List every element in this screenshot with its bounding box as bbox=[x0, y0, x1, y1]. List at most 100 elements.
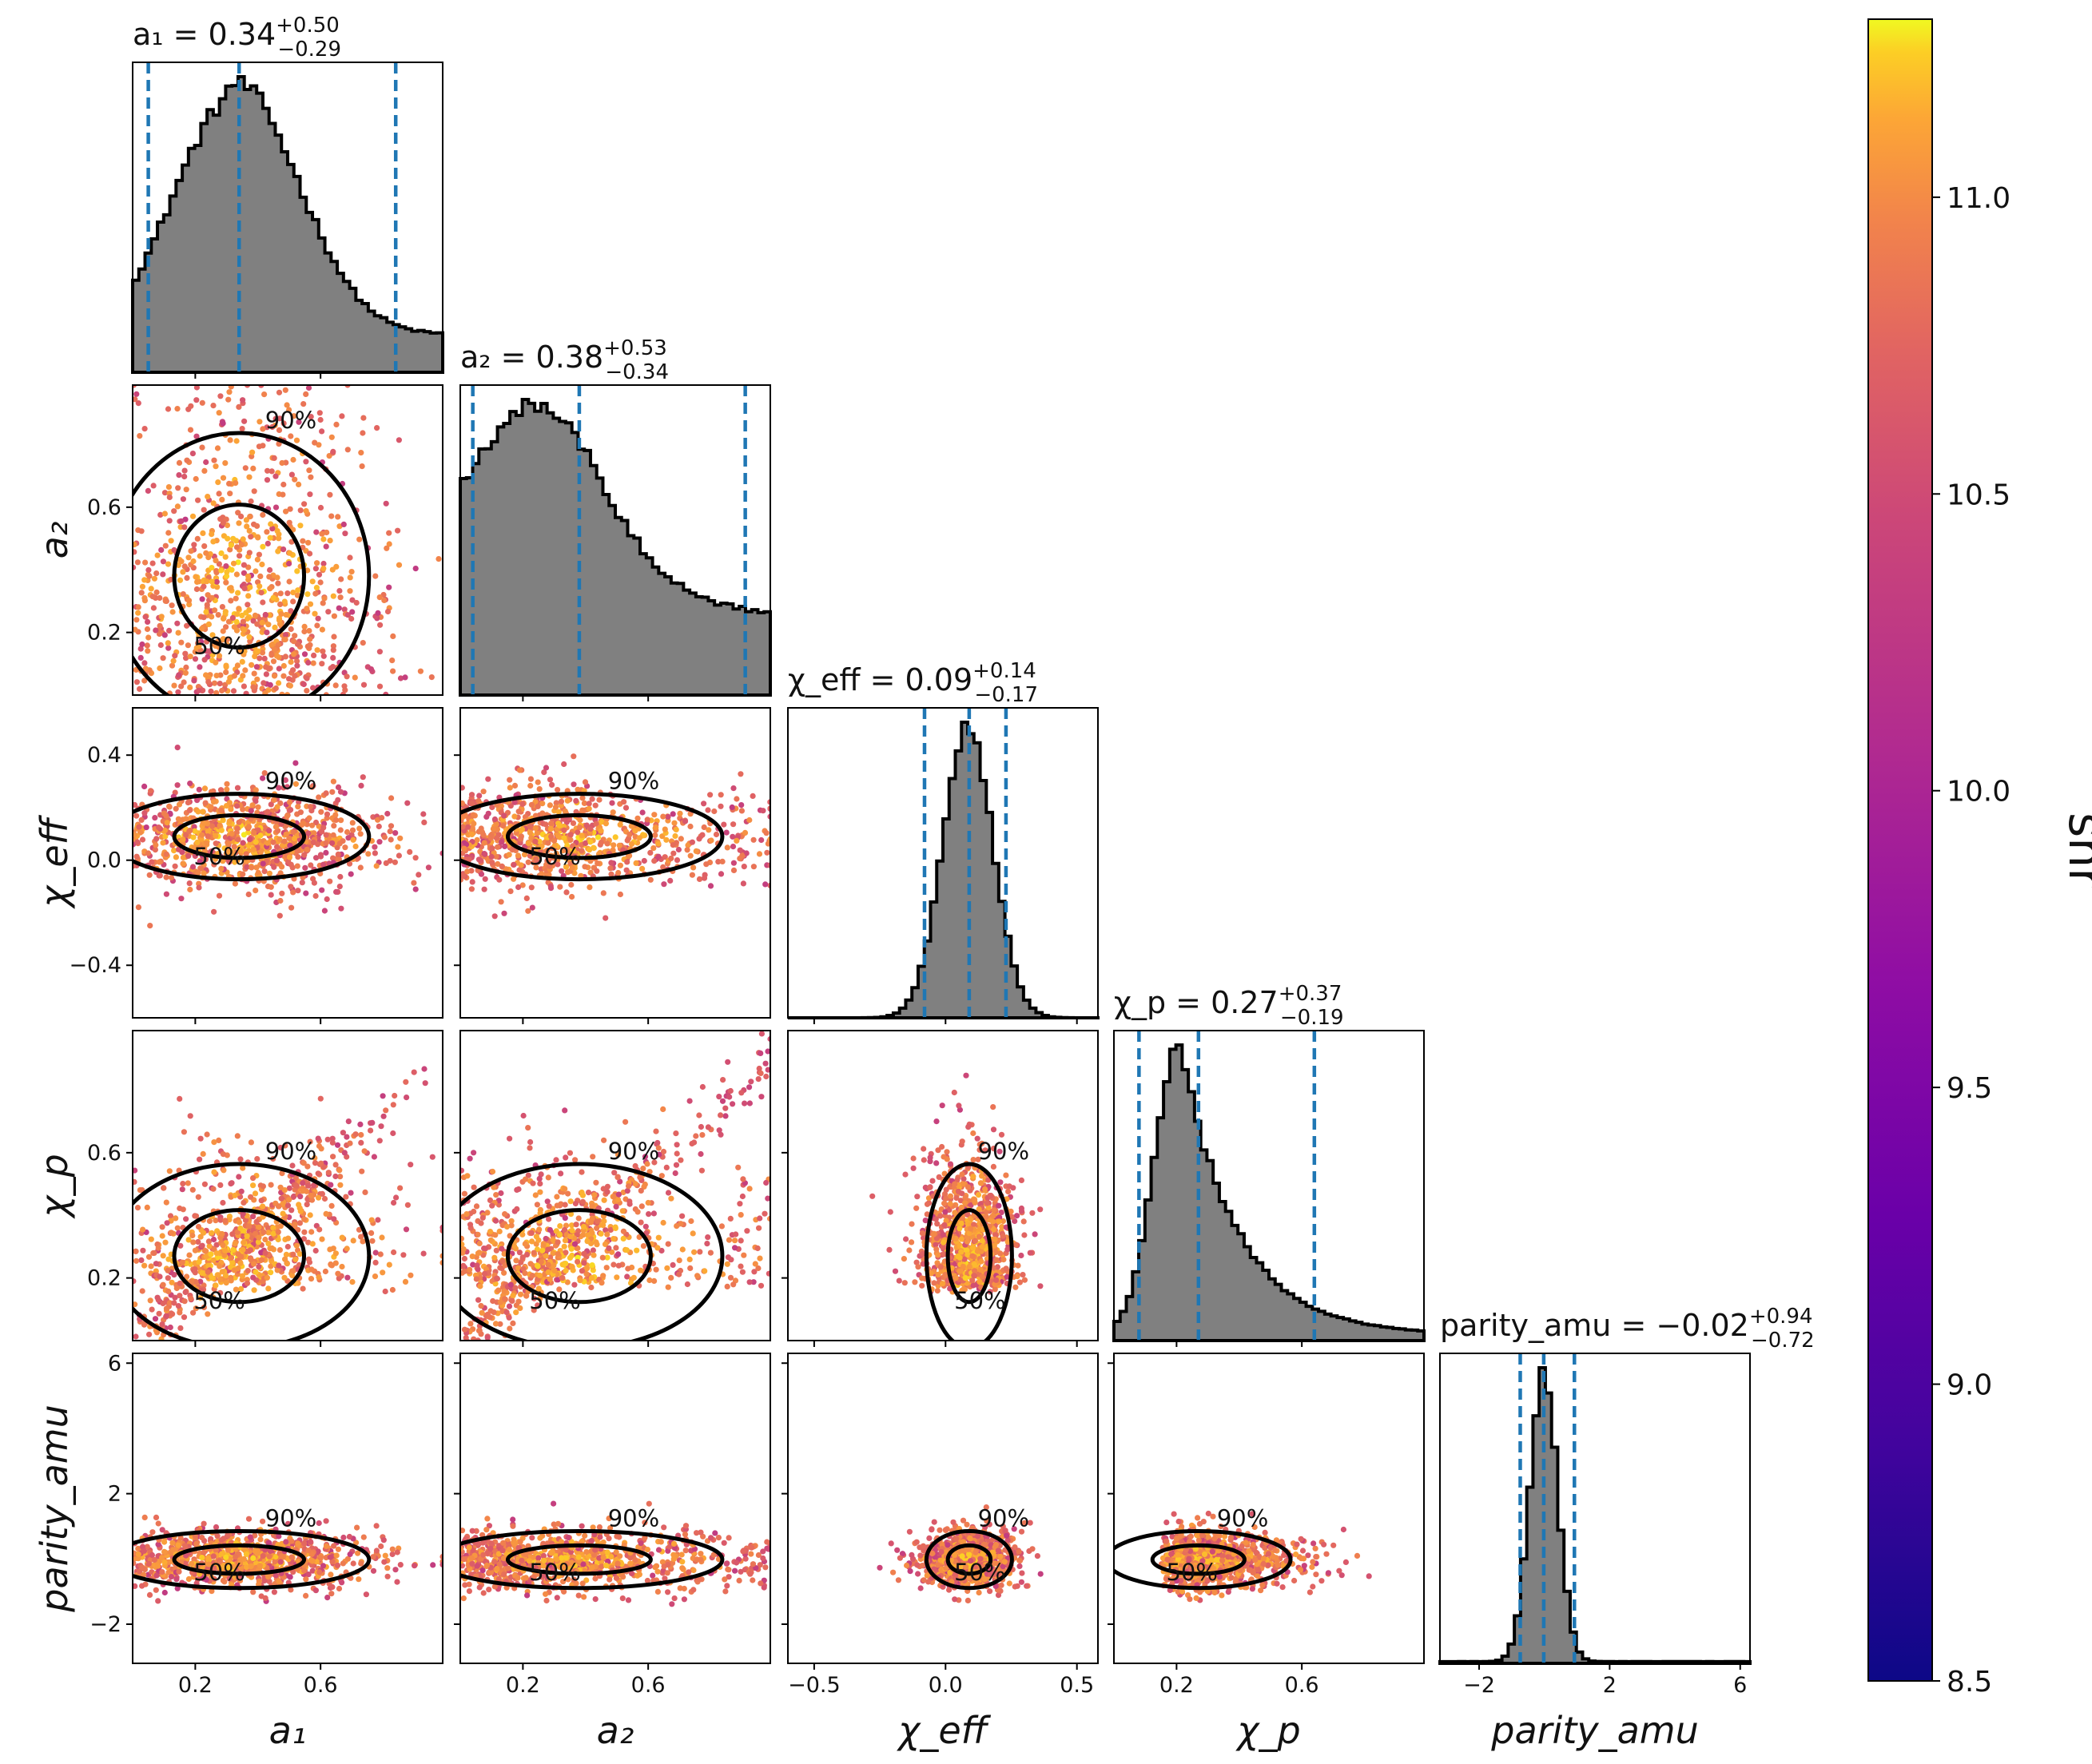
sample-point bbox=[464, 1173, 471, 1179]
sample-point bbox=[265, 1230, 272, 1236]
sample-point bbox=[165, 484, 172, 491]
sample-point bbox=[732, 1238, 738, 1244]
sample-point bbox=[265, 1241, 272, 1247]
sample-point bbox=[571, 781, 577, 788]
sample-point bbox=[204, 1131, 210, 1138]
sample-point bbox=[244, 1233, 250, 1239]
sample-point bbox=[587, 1219, 595, 1226]
sample-point bbox=[489, 804, 495, 811]
sample-point bbox=[174, 503, 181, 510]
sample-point bbox=[169, 609, 176, 615]
sample-point bbox=[161, 1185, 167, 1191]
sample-point bbox=[589, 1211, 595, 1218]
sample-point bbox=[202, 1248, 209, 1254]
sample-point bbox=[241, 1239, 247, 1246]
sample-point bbox=[213, 832, 219, 839]
sample-point bbox=[161, 632, 168, 638]
sample-point bbox=[595, 1218, 601, 1225]
sample-point bbox=[334, 1142, 341, 1148]
sample-point bbox=[679, 1246, 686, 1253]
sample-point bbox=[349, 827, 356, 833]
sample-point bbox=[330, 832, 336, 838]
sample-point bbox=[192, 656, 199, 662]
sample-point bbox=[750, 793, 756, 800]
sample-point bbox=[730, 821, 737, 828]
sample-point bbox=[149, 859, 155, 865]
sample-point bbox=[480, 789, 487, 795]
sample-point bbox=[240, 673, 246, 679]
sample-point bbox=[658, 1173, 665, 1179]
sample-point bbox=[579, 832, 585, 839]
panel-title-a_2: a₂ = 0.38+0.53 −0.34 bbox=[460, 336, 669, 384]
sample-point bbox=[728, 1257, 734, 1263]
sample-point bbox=[501, 812, 507, 819]
sample-point bbox=[533, 1234, 540, 1240]
sample-point bbox=[251, 670, 257, 677]
sample-point bbox=[541, 769, 547, 776]
sample-point bbox=[545, 1174, 551, 1181]
sample-point bbox=[305, 1182, 312, 1189]
sample-point bbox=[621, 799, 627, 805]
sample-point bbox=[204, 602, 210, 608]
sample-point bbox=[739, 852, 746, 859]
sample-point bbox=[511, 813, 518, 820]
sample-point bbox=[165, 561, 172, 567]
sample-point bbox=[469, 826, 476, 832]
sample-point bbox=[173, 1215, 179, 1222]
sample-point bbox=[300, 1188, 306, 1194]
sample-point bbox=[531, 1307, 537, 1313]
sample-point bbox=[563, 889, 570, 896]
sample-point bbox=[347, 588, 353, 594]
sample-point bbox=[268, 642, 275, 648]
sample-point bbox=[350, 1238, 356, 1244]
sample-point bbox=[316, 1226, 323, 1233]
sample-point bbox=[506, 852, 512, 858]
sample-point bbox=[654, 1139, 661, 1146]
sample-point bbox=[210, 500, 217, 507]
sample-point bbox=[335, 851, 341, 857]
sample-point bbox=[356, 1226, 363, 1233]
sample-point bbox=[514, 1186, 520, 1193]
sample-point bbox=[261, 655, 268, 662]
sample-point bbox=[311, 1182, 317, 1189]
sample-point bbox=[274, 1267, 280, 1273]
sample-point bbox=[189, 1232, 196, 1239]
sample-point bbox=[301, 852, 308, 858]
sample-point bbox=[292, 1222, 298, 1228]
contour-label-50: 50% bbox=[529, 1287, 580, 1314]
sample-point bbox=[392, 830, 399, 836]
sample-point bbox=[162, 1239, 169, 1246]
sample-point bbox=[372, 850, 378, 856]
sample-point bbox=[241, 648, 248, 654]
sample-point bbox=[266, 574, 272, 580]
contour-90 bbox=[460, 792, 725, 882]
sample-point bbox=[910, 1155, 917, 1162]
sample-point bbox=[500, 823, 507, 829]
sample-point bbox=[698, 1150, 704, 1158]
sample-point bbox=[477, 848, 483, 855]
sample-point bbox=[467, 1222, 474, 1228]
sample-point bbox=[324, 811, 331, 817]
sample-point bbox=[497, 1321, 503, 1327]
sample-point bbox=[595, 860, 601, 867]
sample-point bbox=[181, 563, 188, 570]
sample-point bbox=[219, 1269, 225, 1275]
sample-point bbox=[547, 777, 554, 783]
sample-point bbox=[221, 1167, 227, 1174]
sample-point bbox=[249, 802, 256, 808]
sample-point bbox=[755, 1076, 762, 1083]
sample-point bbox=[661, 881, 667, 888]
sample-point bbox=[217, 1289, 224, 1296]
sample-point bbox=[184, 457, 190, 463]
sample-point bbox=[330, 778, 336, 785]
sample-point bbox=[522, 1241, 528, 1247]
sample-point bbox=[163, 812, 169, 819]
sample-point bbox=[140, 1226, 146, 1233]
sample-point bbox=[475, 1297, 482, 1303]
sample-point bbox=[708, 837, 714, 844]
sample-point bbox=[328, 513, 335, 519]
sample-point bbox=[166, 1300, 173, 1306]
sample-point bbox=[277, 1144, 284, 1151]
sample-point bbox=[137, 654, 144, 662]
sample-point bbox=[260, 860, 266, 867]
